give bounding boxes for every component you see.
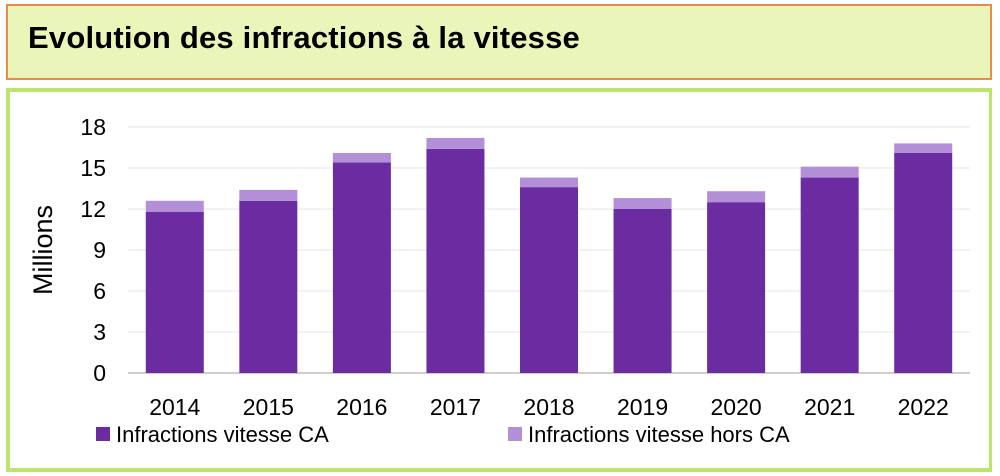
legend-label-hors-ca: Infractions vitesse hors CA [528,422,790,447]
x-tick-label: 2017 [430,394,481,420]
bar-hors-ca-2018 [520,177,578,188]
x-tick-label: 2015 [243,394,294,420]
bar-hors-ca-2022 [894,143,953,153]
y-tick-label: 12 [80,196,106,222]
y-tick-label: 15 [80,155,106,181]
bar-hors-ca-2019 [613,198,672,209]
bar-ca-2017 [426,148,485,373]
x-tick-label: 2020 [711,394,762,420]
y-tick-label: 3 [93,319,106,345]
chart-title: Evolution des infractions à la vitesse [28,20,580,55]
bars [145,137,953,373]
bar-hors-ca-2020 [707,191,766,203]
y-axis-label: Millions [28,205,58,295]
bar-ca-2015 [239,200,298,373]
x-tick-label: 2022 [898,394,949,420]
legend-swatch-ca [96,427,110,441]
bar-ca-2022 [894,152,953,373]
title-banner: Evolution des infractions à la vitesse [6,4,992,80]
x-tick-label: 2021 [804,394,855,420]
legend-swatch-hors-ca [508,427,522,441]
y-tick-label: 6 [93,278,106,304]
bar-ca-2016 [332,162,391,373]
legend: Infractions vitesse CA Infractions vitess… [96,422,790,447]
bar-ca-2019 [613,209,672,373]
bar-hors-ca-2016 [332,152,391,163]
y-tick-label: 0 [93,360,106,386]
bar-hors-ca-2014 [145,200,204,212]
bar-hors-ca-2021 [800,166,859,178]
bar-ca-2021 [800,177,859,373]
x-tick-label: 2016 [336,394,387,420]
x-tick-labels: 2014 2015 2016 2017 2018 2019 2020 2021 2022 [149,394,949,420]
x-tick-label: 2019 [617,394,668,420]
y-tick-label: 18 [80,114,106,140]
bar-hors-ca-2015 [239,189,298,201]
bar-ca-2020 [707,202,766,373]
x-tick-label: 2018 [523,394,574,420]
y-tick-label: 9 [93,237,106,263]
bar-hors-ca-2017 [426,137,485,149]
bar-ca-2014 [145,211,204,373]
y-tick-labels: 0 3 6 9 12 15 18 [80,114,106,386]
x-tick-label: 2014 [149,394,200,420]
legend-label-ca: Infractions vitesse CA [116,422,329,447]
bar-ca-2018 [520,187,578,373]
